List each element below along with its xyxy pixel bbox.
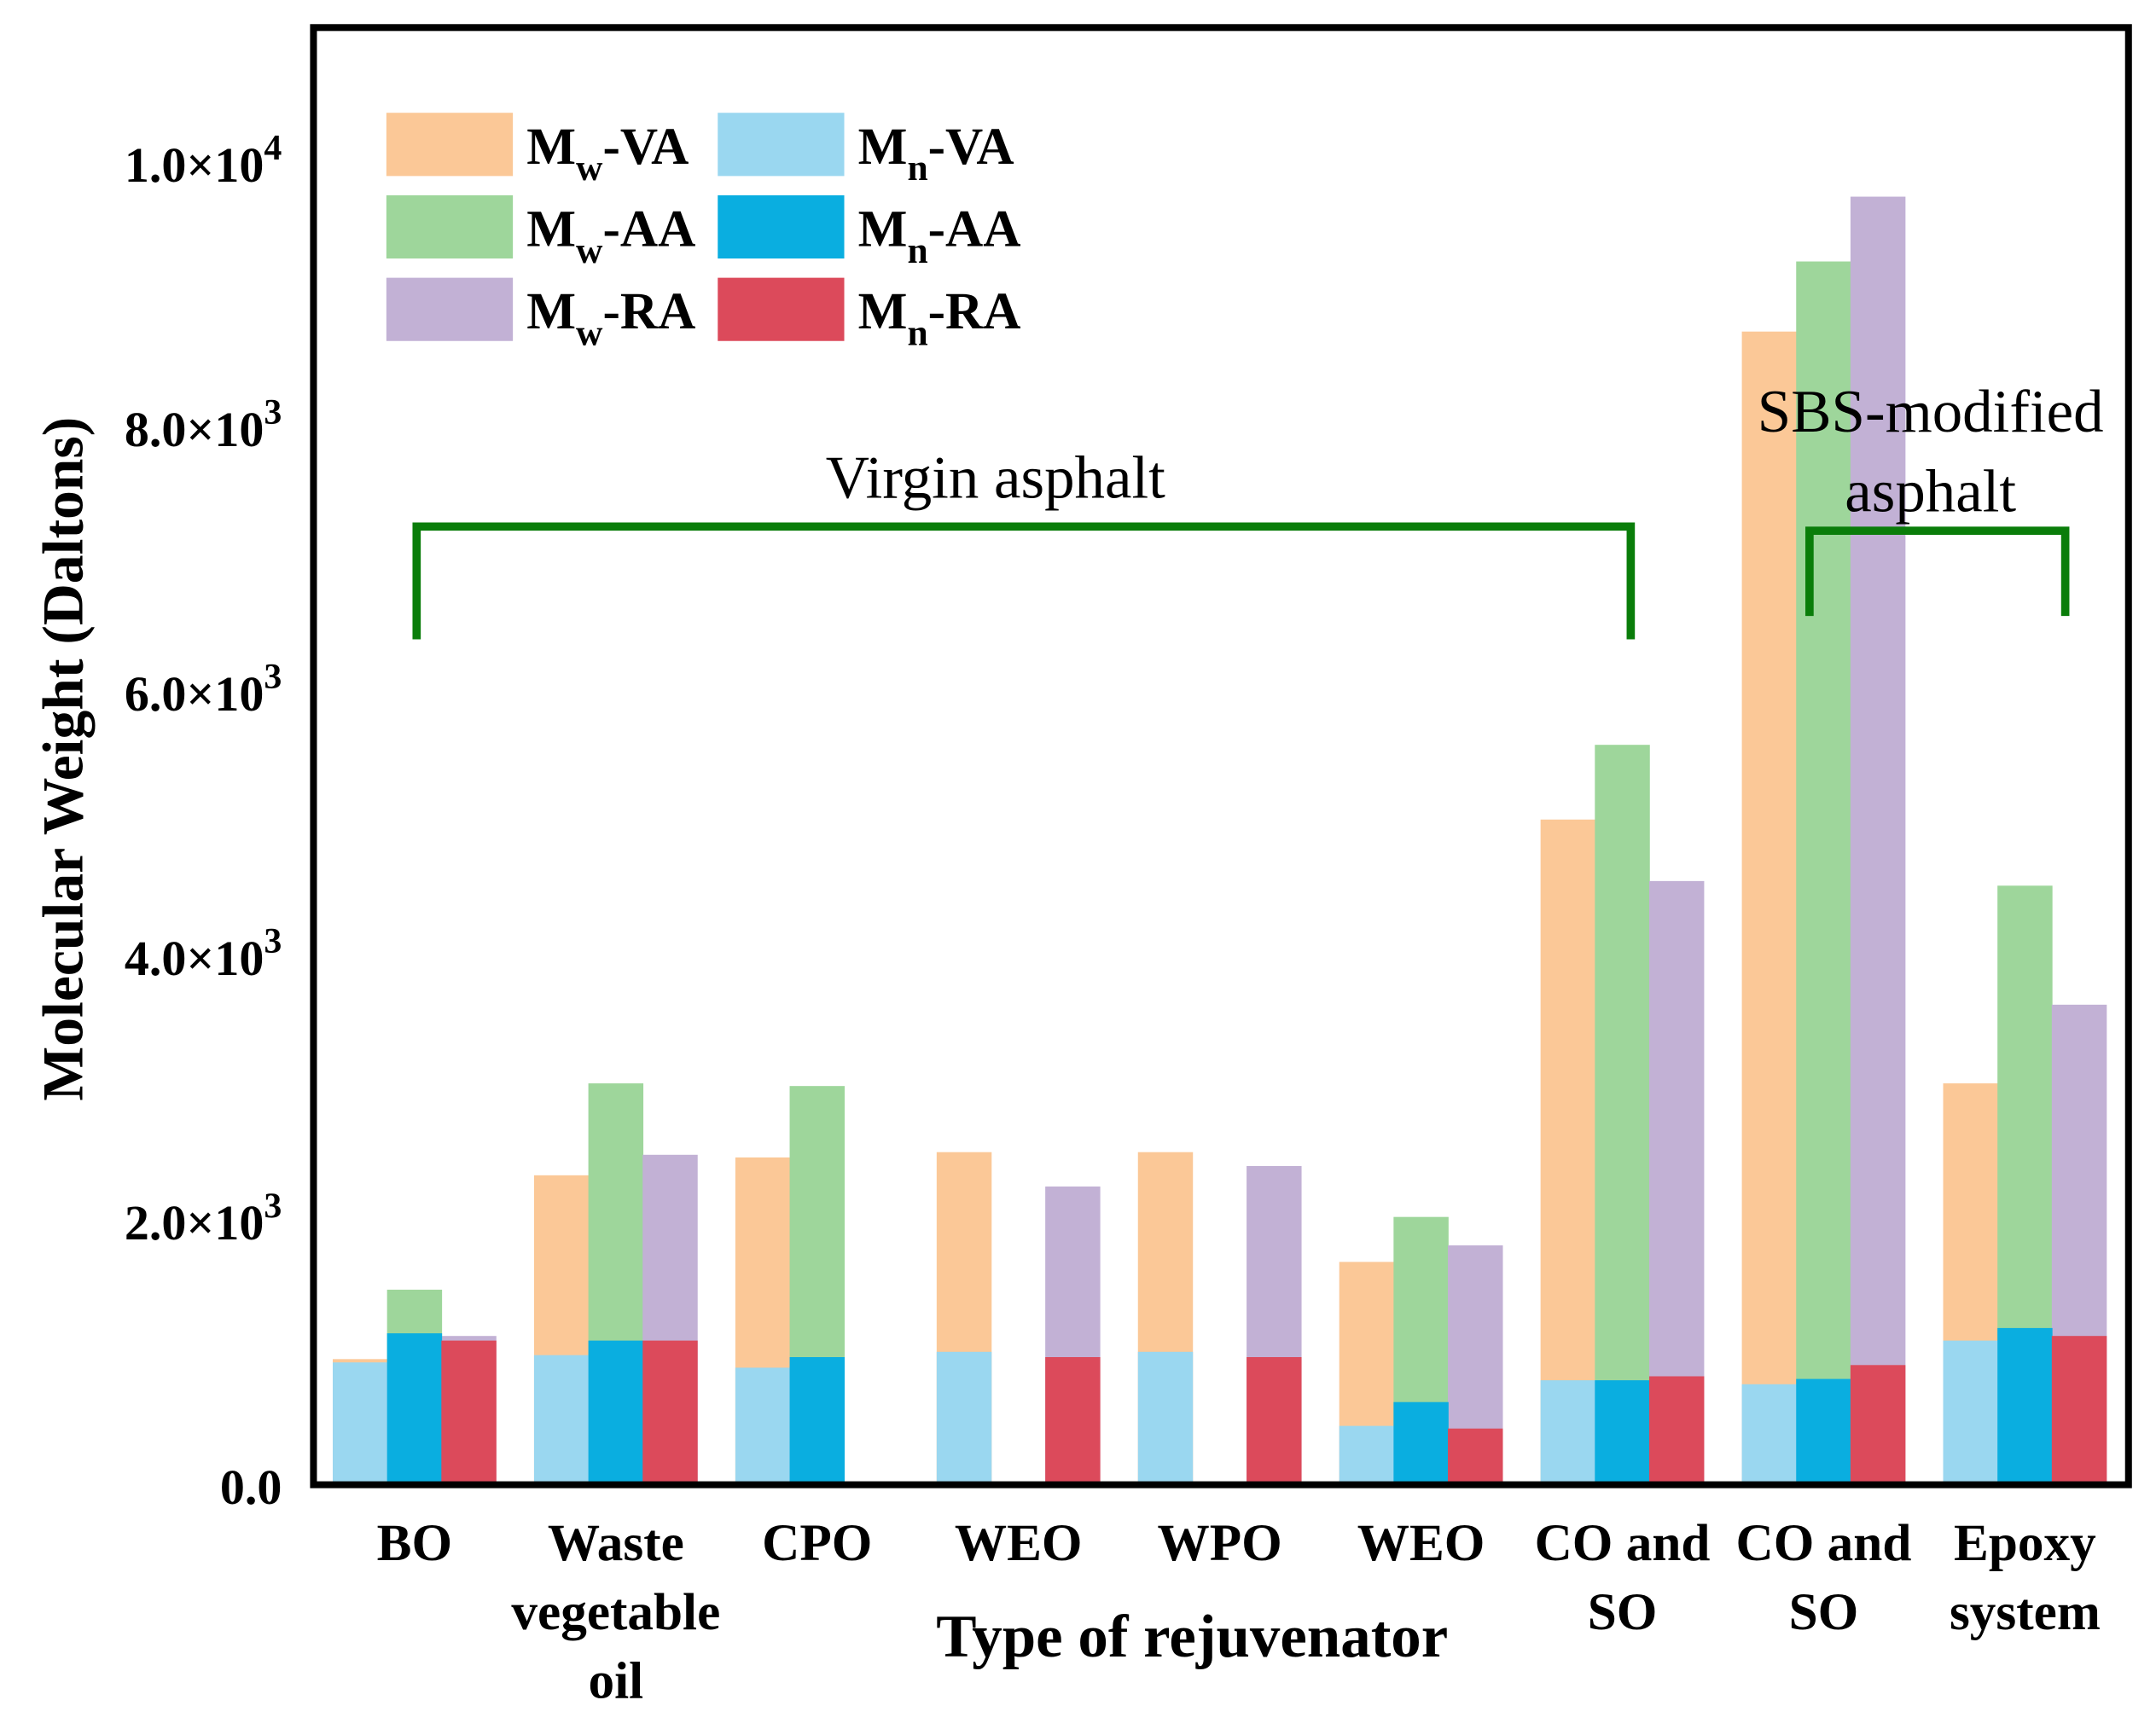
legend-swatch [718, 113, 845, 177]
x-tick-label: CO and [1535, 1514, 1711, 1572]
bar-mn-ra-7 [1850, 1365, 1906, 1485]
x-tick-label: BO [377, 1514, 452, 1572]
bar-mn-ra-8 [2051, 1336, 2107, 1485]
x-tick-label: WEO [1357, 1514, 1485, 1572]
bar-mw-aa-6 [1595, 745, 1650, 1485]
x-tick-label: CPO [762, 1514, 872, 1572]
x-tick-label: vegetable [511, 1583, 720, 1641]
bar-mn-aa-7 [1796, 1378, 1851, 1485]
bars-layer [333, 196, 2107, 1485]
bar-mn-ra-5 [1448, 1428, 1503, 1485]
legend-swatch [386, 113, 514, 177]
bar-mn-ra-0 [441, 1340, 497, 1485]
x-axis-ticks: BO Waste vegetable oil CPO WEO WPO WEO CO and SO C… [377, 1514, 2101, 1709]
y-tick-label: 6.0×103 [125, 658, 282, 722]
bar-mn-ra-1 [642, 1340, 698, 1485]
bar-mn-ra-3 [1045, 1357, 1101, 1485]
legend-label: Mw-VA [526, 118, 689, 189]
x-tick-label: oil [589, 1651, 644, 1709]
bar-mn-aa-6 [1595, 1380, 1650, 1485]
bar-mn-aa-1 [588, 1340, 644, 1485]
y-tick-label: 8.0×103 [125, 393, 282, 457]
bar-mn-va-4 [1137, 1351, 1194, 1485]
legend-swatch [386, 194, 514, 259]
x-tick-label: system [1950, 1583, 2101, 1641]
bar-mn-ra-4 [1247, 1357, 1302, 1485]
y-tick-label: 1.0×104 [125, 129, 282, 193]
y-axis-ticks: 0.0 2.0×103 4.0×103 6.0×103 8.0×103 1.0×104 [125, 129, 282, 1515]
x-tick-label: Epoxy [1954, 1514, 2096, 1572]
bar-mn-ra-6 [1648, 1376, 1705, 1485]
sbs-label-line2: asphalt [1845, 459, 2016, 525]
x-axis-label: Type of rejuvenator [936, 1604, 1448, 1670]
legend: Mw-VA Mn-VA Mw-AA Mn-AA Mw-RA Mn-RA [386, 113, 1021, 354]
bar-mw-va-7 [1741, 331, 1798, 1485]
bar-mn-va-6 [1540, 1380, 1596, 1485]
sbs-modified-bracket: SBS-modified asphalt [1758, 379, 2104, 617]
bar-mn-va-7 [1741, 1384, 1798, 1485]
y-tick-label: 0.0 [220, 1459, 282, 1515]
bar-mn-va-0 [333, 1362, 388, 1485]
x-tick-label: WEO [955, 1514, 1083, 1572]
bar-mn-aa-8 [1997, 1327, 2053, 1485]
x-tick-label: SO [1789, 1583, 1859, 1641]
legend-label: Mn-AA [858, 200, 1021, 271]
y-axis-label: Molecular Weight (Daltons) [32, 417, 96, 1101]
bar-mn-aa-5 [1393, 1401, 1449, 1485]
bar-mw-ra-7 [1850, 196, 1906, 1485]
sbs-label-line1: SBS-modified [1758, 379, 2104, 445]
y-tick-label: 2.0×103 [125, 1187, 282, 1250]
x-tick-label: CO and [1736, 1514, 1912, 1572]
virgin-asphalt-bracket: Virgin asphalt [412, 444, 1636, 640]
bar-mn-aa-2 [789, 1357, 846, 1485]
bar-mw-aa-7 [1796, 261, 1851, 1485]
y-tick-label: 4.0×103 [125, 922, 282, 986]
x-tick-label: SO [1588, 1583, 1658, 1641]
legend-swatch [718, 194, 845, 259]
legend-swatch [386, 277, 514, 341]
bar-mn-va-3 [936, 1351, 992, 1485]
x-tick-label: Waste [548, 1514, 684, 1572]
legend-label: Mw-AA [526, 200, 695, 271]
legend-label: Mn-VA [858, 118, 1014, 189]
bar-mn-va-5 [1339, 1425, 1395, 1485]
legend-label: Mw-RA [526, 282, 695, 353]
bar-mn-va-2 [735, 1367, 791, 1485]
bar-mn-aa-0 [386, 1333, 443, 1485]
legend-swatch [718, 277, 845, 341]
bar-mn-va-1 [533, 1355, 590, 1485]
plot-frame [310, 24, 2132, 1488]
x-tick-label: WPO [1158, 1514, 1282, 1572]
bar-mw-va-6 [1540, 819, 1596, 1485]
bar-mn-va-8 [1943, 1340, 1998, 1485]
legend-label: Mn-RA [858, 282, 1021, 353]
virgin-asphalt-label: Virgin asphalt [826, 444, 1165, 511]
